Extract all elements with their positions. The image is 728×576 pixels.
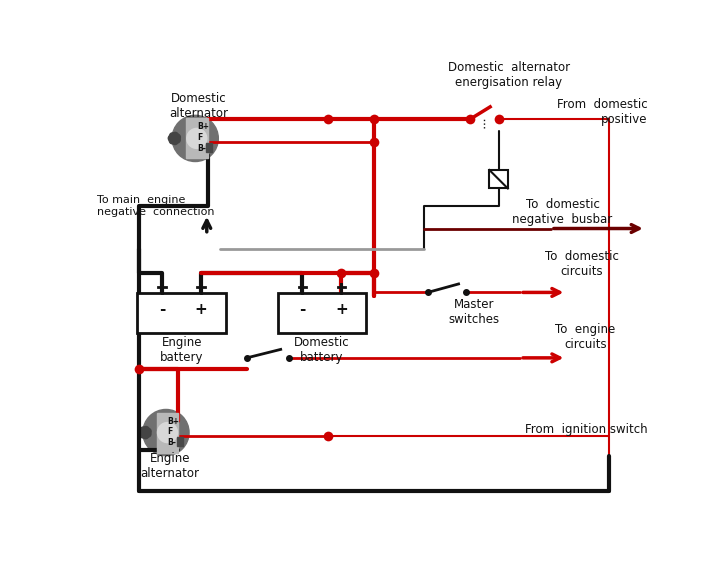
Circle shape: [170, 138, 175, 144]
Bar: [489, 170, 508, 188]
Text: To  engine
circuits: To engine circuits: [555, 323, 616, 351]
Bar: [138, 293, 226, 334]
Circle shape: [143, 410, 189, 456]
Text: Domestic
alternator: Domestic alternator: [170, 92, 229, 120]
Text: Master
switches: Master switches: [448, 298, 499, 325]
Circle shape: [168, 135, 175, 141]
Text: F: F: [167, 427, 173, 436]
Bar: [277, 293, 366, 334]
Circle shape: [174, 137, 181, 143]
Circle shape: [143, 433, 149, 439]
Bar: [186, 119, 207, 158]
Text: To  domestic
negative  busbar: To domestic negative busbar: [513, 198, 613, 226]
Bar: [177, 437, 183, 446]
Text: B-: B-: [167, 438, 176, 447]
Text: -: -: [299, 302, 306, 317]
Circle shape: [174, 134, 181, 141]
Text: From  domestic
positive: From domestic positive: [557, 98, 647, 126]
Circle shape: [187, 128, 207, 149]
Circle shape: [157, 423, 178, 442]
Text: Domestic
battery: Domestic battery: [294, 336, 349, 364]
Bar: [206, 143, 212, 152]
Circle shape: [143, 426, 149, 433]
Text: F: F: [197, 133, 202, 142]
Text: To main  engine
negative  connection: To main engine negative connection: [97, 195, 214, 217]
Circle shape: [140, 432, 146, 438]
Text: +: +: [195, 302, 207, 317]
Circle shape: [170, 133, 175, 139]
Circle shape: [141, 427, 146, 433]
Bar: [157, 412, 178, 453]
Circle shape: [145, 431, 151, 437]
Circle shape: [139, 429, 145, 435]
Text: B-: B-: [197, 144, 205, 153]
Circle shape: [173, 132, 178, 139]
Circle shape: [172, 115, 218, 161]
Text: B+: B+: [197, 122, 209, 131]
Text: To  domestic
circuits: To domestic circuits: [545, 250, 619, 278]
Text: B+: B+: [167, 416, 180, 426]
Text: +: +: [335, 302, 348, 317]
Text: From  ignition switch: From ignition switch: [525, 423, 647, 436]
Text: -: -: [159, 302, 165, 317]
Circle shape: [172, 138, 178, 145]
Text: Engine
battery: Engine battery: [160, 336, 204, 364]
Text: Domestic  alternator
energisation relay: Domestic alternator energisation relay: [448, 61, 570, 89]
Circle shape: [145, 429, 151, 434]
Text: Engine
alternator: Engine alternator: [141, 452, 199, 480]
